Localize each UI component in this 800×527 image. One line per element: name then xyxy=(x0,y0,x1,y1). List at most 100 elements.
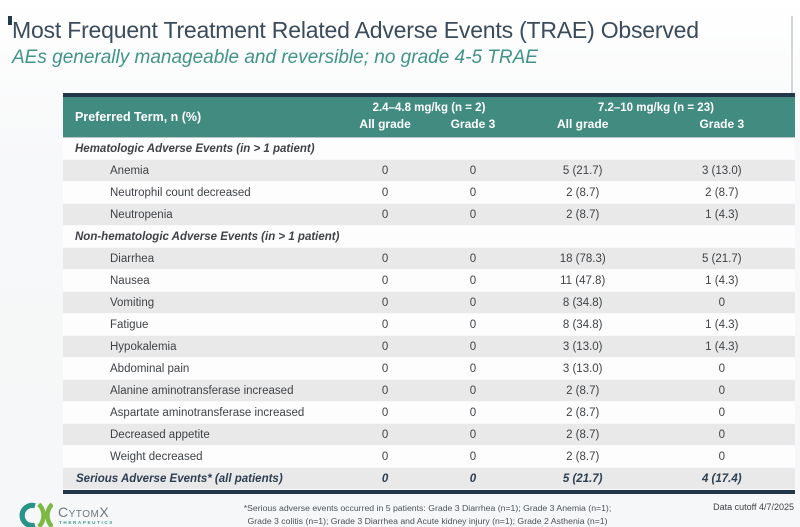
section-label: Non-hematologic Adverse Events (in > 1 p… xyxy=(63,225,795,248)
cell-value: 0 xyxy=(648,445,795,468)
cell-value: 2 (8.7) xyxy=(516,379,649,402)
table-row: Diarrhea 0 0 18 (78.3) 5 (21.7) xyxy=(63,247,795,270)
cell-value: 0 xyxy=(341,335,429,358)
cell-value: 0 xyxy=(341,269,429,292)
window-edge-line xyxy=(791,16,793,112)
cell-value: 2 (8.7) xyxy=(648,181,795,204)
table-row: Nausea 0 0 11 (47.8) 1 (4.3) xyxy=(63,269,795,292)
cell-value: 0 xyxy=(429,181,517,204)
cell-value: 0 xyxy=(341,445,429,468)
row-label: Neutrophil count decreased xyxy=(63,181,342,204)
column-header-grade3-high: Grade 3 xyxy=(648,115,795,138)
page-title: Most Frequent Treatment Related Adverse … xyxy=(12,17,699,43)
cell-value: 0 xyxy=(429,203,517,226)
cell-value: 0 xyxy=(648,423,795,446)
row-label: Diarrhea xyxy=(63,247,342,270)
column-header-preferred-term: Preferred Term, n (%) xyxy=(63,97,342,138)
cell-value: 0 xyxy=(429,379,517,402)
cell-value: 2 (8.7) xyxy=(516,203,649,226)
cell-value: 2 (8.7) xyxy=(516,423,649,446)
row-label: Decreased appetite xyxy=(63,423,342,446)
cell-value: 1 (4.3) xyxy=(648,203,795,226)
cell-value: 0 xyxy=(429,401,517,424)
column-header-all-grade-low: All grade xyxy=(341,115,429,138)
cell-value: 5 (21.7) xyxy=(516,159,649,182)
cell-value: 3 (13.0) xyxy=(516,335,649,358)
row-label: Alanine aminotransferase increased xyxy=(63,379,342,402)
section-row: Non-hematologic Adverse Events (in > 1 p… xyxy=(63,225,795,248)
cell-value: 8 (34.8) xyxy=(516,313,649,336)
cell-value: 0 xyxy=(648,357,795,380)
adverse-events-table: Preferred Term, n (%) 2.4–4.8 mg/kg (n =… xyxy=(63,97,795,490)
column-group-low-dose: 2.4–4.8 mg/kg (n = 2) xyxy=(341,97,517,115)
logo-text: CytomX THERAPEUTICS xyxy=(58,505,114,526)
row-label: Neutropenia xyxy=(63,203,342,226)
cell-value: 0 xyxy=(429,357,517,380)
table-row: Serious Adverse Events* (all patients) 0 0… xyxy=(63,467,795,490)
cell-value: 0 xyxy=(648,401,795,424)
cell-value: 0 xyxy=(341,357,429,380)
data-cutoff: Data cutoff 4/7/2025 xyxy=(713,502,794,512)
table-row: Alanine aminotransferase increased 0 0 2 (8… xyxy=(63,379,795,402)
cell-value: 5 (21.7) xyxy=(516,467,649,490)
logo-subtext: THERAPEUTICS xyxy=(59,520,114,526)
table-row: Abdominal pain 0 0 3 (13.0) 0 xyxy=(63,357,795,380)
cell-value: 0 xyxy=(429,269,517,292)
cell-value: 4 (17.4) xyxy=(648,467,795,490)
cytomx-logo: CytomX THERAPEUTICS xyxy=(0,499,215,527)
cell-value: 5 (21.7) xyxy=(648,247,795,270)
cell-value: 0 xyxy=(429,247,517,270)
table-row: Neutropenia 0 0 2 (8.7) 1 (4.3) xyxy=(63,203,795,226)
cell-value: 0 xyxy=(341,203,429,226)
cell-value: 18 (78.3) xyxy=(516,247,649,270)
cell-value: 0 xyxy=(429,423,517,446)
trae-table: Preferred Term, n (%) 2.4–4.8 mg/kg (n =… xyxy=(63,93,795,494)
cell-value: 2 (8.7) xyxy=(516,445,649,468)
column-header-all-grade-high: All grade xyxy=(516,115,649,138)
table-row: Decreased appetite 0 0 2 (8.7) 0 xyxy=(63,423,795,446)
cytomx-logo-icon xyxy=(19,502,53,527)
table-row: Hypokalemia 0 0 3 (13.0) 1 (4.3) xyxy=(63,335,795,358)
table-header: Preferred Term, n (%) 2.4–4.8 mg/kg (n =… xyxy=(63,97,795,138)
footnote-line-1: *Serious adverse events occurred in 5 pa… xyxy=(243,503,612,513)
cell-value: 1 (4.3) xyxy=(648,269,795,292)
cell-value: 0 xyxy=(429,335,517,358)
row-label: Abdominal pain xyxy=(63,357,342,380)
table-row: Neutrophil count decreased 0 0 2 (8.7) 2 (8.… xyxy=(63,181,795,204)
cell-value: 0 xyxy=(341,291,429,314)
row-label: Aspartate aminotransferase increased xyxy=(63,401,342,424)
window-edge-artifact xyxy=(8,16,12,25)
cell-value: 3 (13.0) xyxy=(648,159,795,182)
cell-value: 1 (4.3) xyxy=(648,335,795,358)
table-body: Hematologic Adverse Events (in > 1 patie… xyxy=(63,137,795,490)
footnote: *Serious adverse events occurred in 5 pa… xyxy=(215,499,640,527)
cell-value: 2 (8.7) xyxy=(516,401,649,424)
table-row: Anemia 0 0 5 (21.7) 3 (13.0) xyxy=(63,159,795,182)
table-row: Weight decreased 0 0 2 (8.7) 0 xyxy=(63,445,795,468)
cell-value: 0 xyxy=(341,423,429,446)
column-group-high-dose: 7.2–10 mg/kg (n = 23) xyxy=(516,97,795,115)
table-row: Aspartate aminotransferase increased 0 0 2 … xyxy=(63,401,795,424)
logo-wordmark: CytomX xyxy=(58,504,110,521)
slide-footer: CytomX THERAPEUTICS *Serious adverse eve… xyxy=(0,499,800,527)
row-label: Nausea xyxy=(63,269,342,292)
cell-value: 0 xyxy=(341,401,429,424)
cell-value: 2 (8.7) xyxy=(516,181,649,204)
cell-value: 0 xyxy=(341,159,429,182)
footnote-line-2: Grade 3 colitis (n=1); Grade 3 Diarrhea … xyxy=(247,515,608,526)
row-label: Fatigue xyxy=(63,313,342,336)
cell-value: 0 xyxy=(341,181,429,204)
cell-value: 0 xyxy=(429,313,517,336)
cell-value: 0 xyxy=(429,467,517,490)
section-label: Hematologic Adverse Events (in > 1 patie… xyxy=(63,137,795,160)
column-header-grade3-low: Grade 3 xyxy=(429,115,517,138)
cell-value: 8 (34.8) xyxy=(516,291,649,314)
cell-value: 0 xyxy=(429,159,517,182)
row-label: Vomiting xyxy=(63,291,342,314)
cell-value: 0 xyxy=(341,247,429,270)
cell-value: 0 xyxy=(648,379,795,402)
cell-value: 1 (4.3) xyxy=(648,313,795,336)
row-label: Anemia xyxy=(63,159,342,182)
cell-value: 0 xyxy=(341,467,429,490)
table-row: Vomiting 0 0 8 (34.8) 0 xyxy=(63,291,795,314)
